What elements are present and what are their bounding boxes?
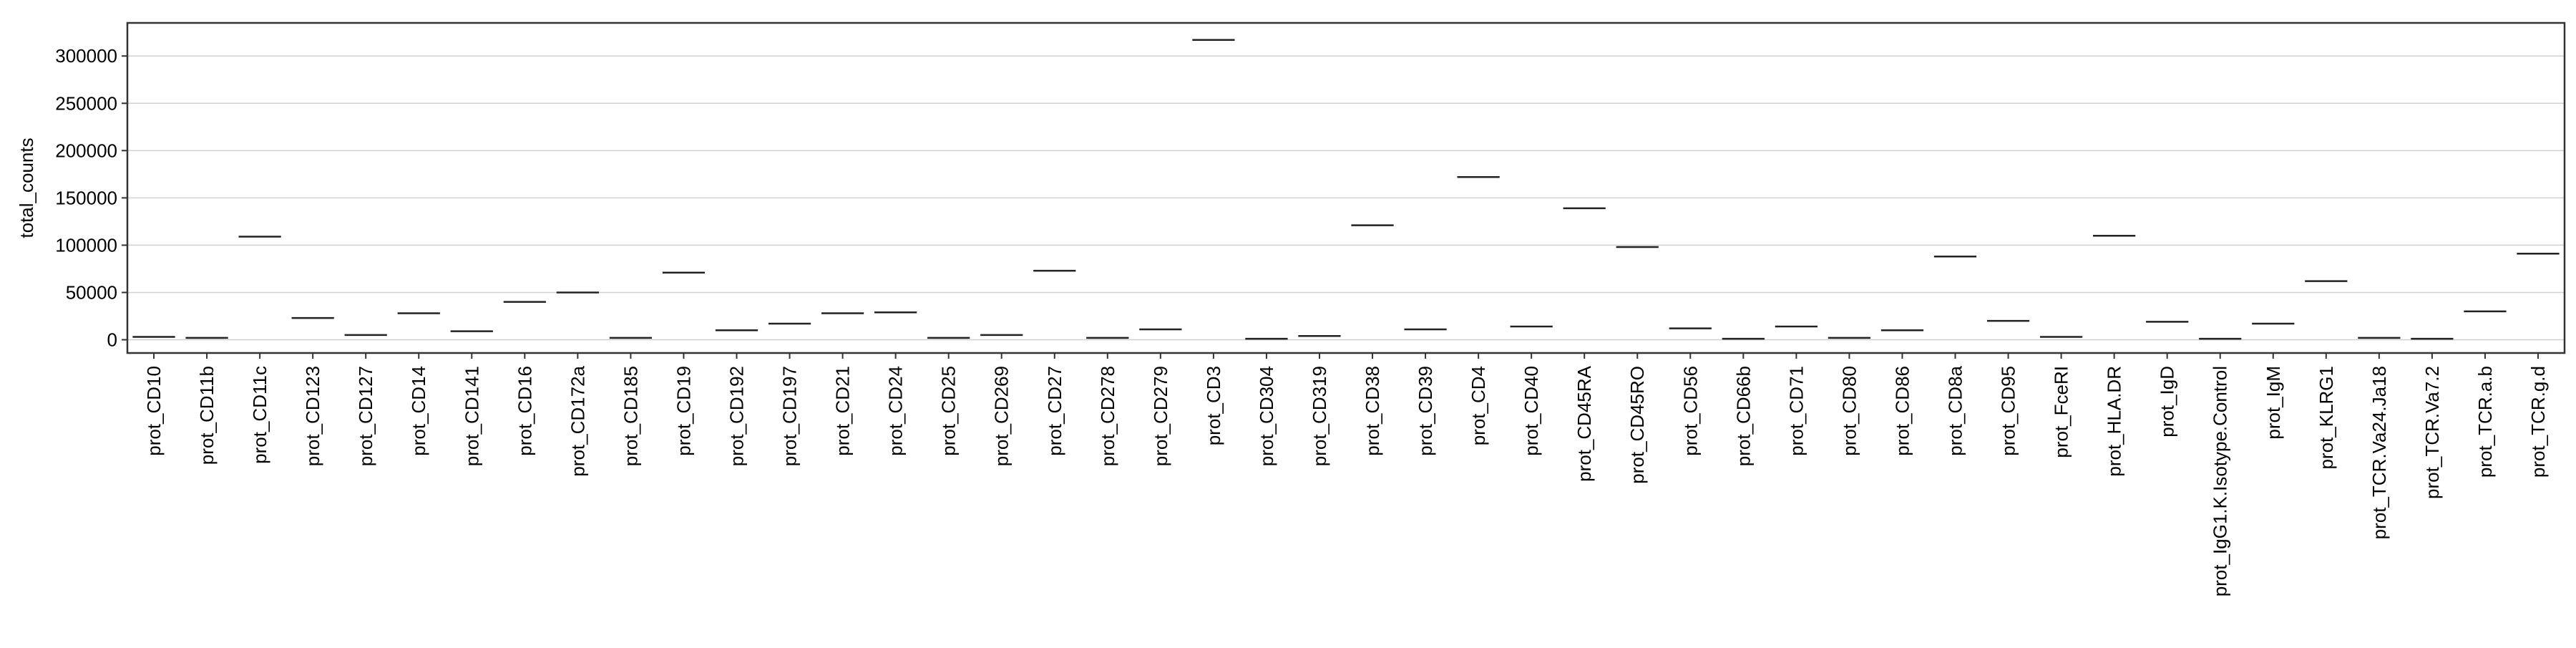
x-tick-label: prot_CD56 (1679, 366, 1701, 456)
x-tick-label: prot_CD172a (567, 365, 588, 476)
x-tick-label: prot_CD8a (1945, 365, 1966, 455)
x-tick-label: prot_CD45RO (1626, 366, 1648, 484)
x-tick-label: prot_HLA.DR (2104, 366, 2125, 477)
x-tick-label: prot_CD279 (1150, 366, 1171, 466)
x-tick-label: prot_CD25 (938, 366, 960, 456)
x-tick-label: prot_CD192 (726, 366, 748, 466)
y-tick-label: 0 (107, 329, 117, 351)
x-tick-label: prot_CD269 (991, 366, 1013, 466)
x-tick-label: prot_CD27 (1044, 366, 1065, 456)
x-tick-label: prot_CD38 (1362, 366, 1383, 456)
x-tick-label: prot_CD80 (1838, 366, 1860, 456)
x-tick-label: prot_CD185 (620, 366, 641, 466)
x-tick-label: prot_CD10 (143, 366, 165, 456)
x-tick-label: prot_TCR.Va7.2 (2421, 366, 2443, 499)
x-tick-label: prot_CD11b (196, 366, 218, 465)
x-tick-label: prot_CD71 (1785, 366, 1807, 456)
x-tick-label: prot_CD4 (1468, 366, 1489, 445)
grid-lines (127, 55, 2565, 341)
y-axis: 0 50000 100000 150000 200000 250000 300000 (55, 45, 127, 351)
x-tick-label: prot_CD19 (673, 366, 694, 456)
y-tick-label: 50000 (66, 281, 117, 303)
x-tick-label: prot_CD278 (1097, 366, 1118, 466)
x-tick-label: prot_TCR.a.b (2474, 366, 2496, 478)
y-axis-label: total_counts (16, 137, 37, 238)
y-tick-label: 300000 (55, 45, 117, 67)
x-tick-label: prot_CD39 (1415, 366, 1436, 456)
x-tick-label: prot_CD14 (408, 366, 429, 456)
x-tick-label: prot_CD127 (355, 366, 376, 466)
x-tick-label: prot_TCR.g.d (2527, 366, 2549, 478)
x-tick-label: prot_CD66b (1732, 366, 1754, 466)
x-tick-label: prot_CD45RA (1574, 365, 1595, 482)
x-tick-label: prot_CD24 (885, 366, 907, 456)
x-tick-label: prot_FceRI (2051, 366, 2072, 458)
median-lines (132, 39, 2560, 340)
x-tick-label: prot_CD304 (1256, 366, 1277, 466)
y-tick-label: 250000 (55, 92, 117, 114)
x-tick-label: prot_IgM (2263, 366, 2284, 440)
x-tick-label: prot_TCR.Va24.Ja18 (2368, 366, 2390, 539)
x-tick-label: prot_CD86 (1891, 366, 1913, 456)
x-tick-label: prot_KLRG1 (2316, 366, 2337, 470)
x-tick-label: prot_CD3 (1203, 366, 1224, 445)
x-axis: prot_CD10 prot_CD11b prot_CD11c prot_CD123 p… (143, 353, 2549, 596)
plot-frame (126, 21, 2566, 354)
x-tick-label: prot_CD11c (249, 366, 270, 464)
x-tick-label: prot_CD40 (1521, 366, 1542, 456)
x-tick-label: prot_CD21 (832, 366, 854, 456)
x-tick-label: prot_CD16 (514, 366, 535, 456)
x-tick-label: prot_CD123 (302, 366, 323, 466)
x-tick-label: prot_CD141 (461, 366, 482, 466)
x-tick-label: prot_IgD (2157, 366, 2178, 437)
y-tick-label: 150000 (55, 187, 117, 208)
x-tick-label: prot_CD319 (1309, 366, 1330, 466)
x-tick-label: prot_IgG1.K.Isotype.Control (2210, 366, 2231, 596)
y-tick-label: 100000 (55, 234, 117, 256)
x-tick-label: prot_CD95 (1998, 366, 2019, 456)
y-tick-label: 200000 (55, 140, 117, 161)
x-tick-label: prot_CD197 (779, 366, 801, 466)
